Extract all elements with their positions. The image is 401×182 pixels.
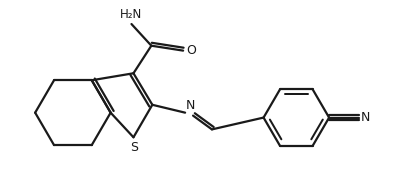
- Text: S: S: [130, 141, 138, 154]
- Text: H₂N: H₂N: [120, 8, 143, 21]
- Text: N: N: [361, 111, 370, 124]
- Text: O: O: [186, 44, 196, 57]
- Text: N: N: [186, 99, 195, 112]
